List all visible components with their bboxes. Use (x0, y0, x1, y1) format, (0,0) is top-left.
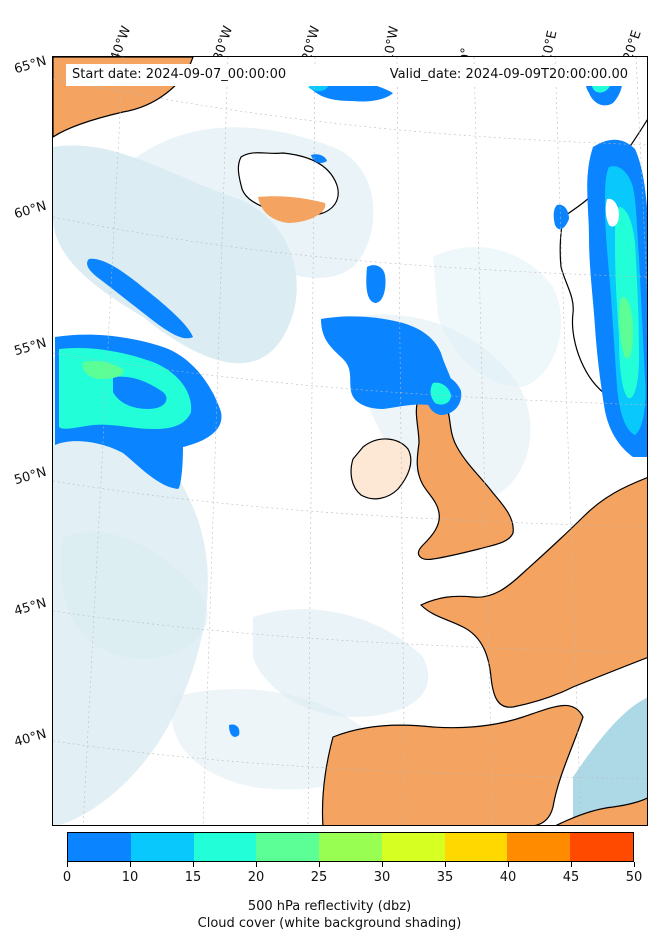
colorbar-tick-label: 35 (436, 870, 454, 885)
colorbar-segment (507, 833, 571, 861)
colorbar-label-cloud-cover: Cloud cover (white background shading) (197, 916, 462, 931)
colorbar-tick-label: 20 (247, 870, 265, 885)
colorbar-tick (318, 862, 320, 867)
lat-label-45n: 45°N (12, 595, 49, 620)
colorbar-tick-label: 0 (62, 870, 72, 885)
colorbar-segment (319, 833, 382, 861)
colorbar-tick-label: 40 (499, 870, 517, 885)
lat-label-65n: 65°N (12, 53, 49, 78)
colorbar-segment (570, 833, 634, 861)
sea-layer (573, 697, 647, 825)
date-header: Start date: 2024-09-07_00:00:00 Valid_da… (66, 64, 632, 86)
colorbar-tick-label: 50 (625, 870, 643, 885)
colorbar-label-reflectivity: 500 hPa reflectivity (dbz) (247, 899, 412, 914)
map-panel[interactable] (52, 56, 648, 826)
colorbar-tick (255, 862, 257, 867)
colorbar-tick (66, 862, 68, 867)
cloud-cover-layer (53, 127, 562, 825)
colorbar-segment (130, 833, 194, 861)
graticule (53, 57, 647, 825)
colorbar-segment (444, 833, 508, 861)
lat-label-40n: 40°N (12, 726, 49, 751)
colorbar-tick (129, 862, 131, 867)
start-date-label: Start date: 2024-09-07_00:00:00 (72, 67, 287, 82)
valid-date-label: Valid_date: 2024-09-09T20:00:00.00 (389, 67, 628, 82)
reflectivity-layer (55, 66, 647, 737)
colorbar-tick-label: 10 (121, 870, 139, 885)
colorbar-tick (507, 862, 509, 867)
lat-label-60n: 60°N (12, 198, 49, 223)
colorbar-tick (570, 862, 572, 867)
colorbar-tick-label: 15 (184, 870, 202, 885)
lat-label-55n: 55°N (12, 335, 49, 360)
colorbar (67, 832, 634, 862)
colorbar-tick (444, 862, 446, 867)
colorbar-tick-label: 25 (310, 870, 328, 885)
colorbar-tick (381, 862, 383, 867)
colorbar-segment (193, 833, 257, 861)
colorbar-segment (68, 833, 131, 861)
lat-label-50n: 50°N (12, 464, 49, 489)
colorbar-tick-label: 30 (373, 870, 391, 885)
map-canvas (53, 57, 647, 825)
colorbar-tick-label: 45 (562, 870, 580, 885)
colorbar-segment (256, 833, 320, 861)
colorbar-tick (192, 862, 194, 867)
colorbar-segment (381, 833, 445, 861)
colorbar-tick (633, 862, 635, 867)
